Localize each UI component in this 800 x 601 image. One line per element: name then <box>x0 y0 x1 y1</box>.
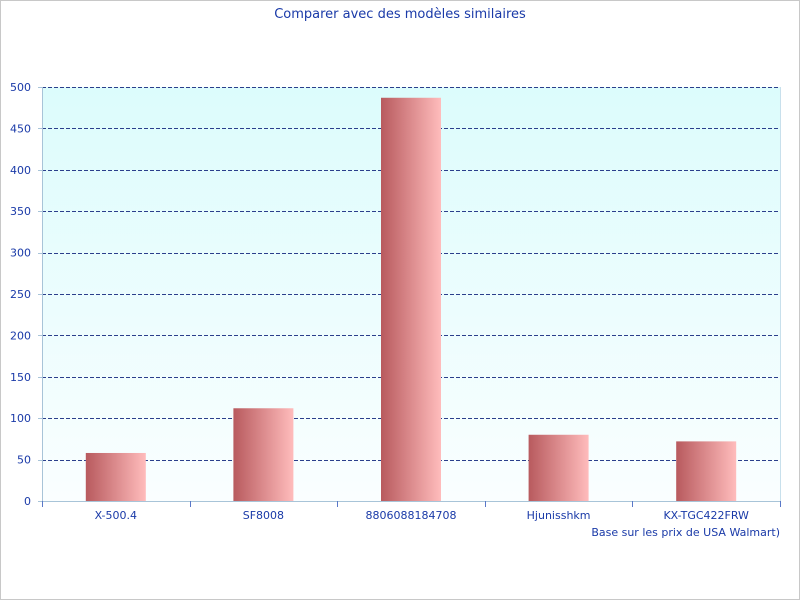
bar <box>676 441 737 501</box>
y-tick-label: 450 <box>10 122 31 135</box>
y-tick-label: 300 <box>10 247 31 260</box>
y-axis-ticks: 0 50 100 150 200 250 300 350 400 450 500 <box>10 81 42 508</box>
y-tick-label: 500 <box>10 81 31 94</box>
y-tick-label: 400 <box>10 164 31 177</box>
y-tick-label: 350 <box>10 205 31 218</box>
bar <box>381 97 441 501</box>
bar <box>528 434 589 501</box>
x-tick-label: KX-TGC422FRW <box>663 509 749 522</box>
x-tick-label: 8806088184708 <box>366 509 457 522</box>
y-tick-label: 200 <box>10 329 31 342</box>
x-tick-label: SF8008 <box>243 509 284 522</box>
x-tick-label: X-500.4 <box>95 509 137 522</box>
y-tick-label: 0 <box>24 495 31 508</box>
bar <box>85 452 146 501</box>
x-axis-ticks: X-500.4 SF8008 8806088184708 Hjunisshkm KX-T… <box>42 501 781 522</box>
y-tick-label: 100 <box>10 412 31 425</box>
bars <box>85 97 737 501</box>
y-tick-label: 150 <box>10 371 31 384</box>
axes <box>42 87 781 502</box>
chart-title: Comparer avec des modèles similaires <box>274 7 526 22</box>
bar <box>233 408 294 501</box>
y-tick-label: 50 <box>17 454 31 467</box>
source-note: Base sur les prix de USA Walmart) <box>591 526 780 539</box>
x-tick-label: Hjunisshkm <box>527 509 591 522</box>
y-tick-label: 250 <box>10 288 31 301</box>
